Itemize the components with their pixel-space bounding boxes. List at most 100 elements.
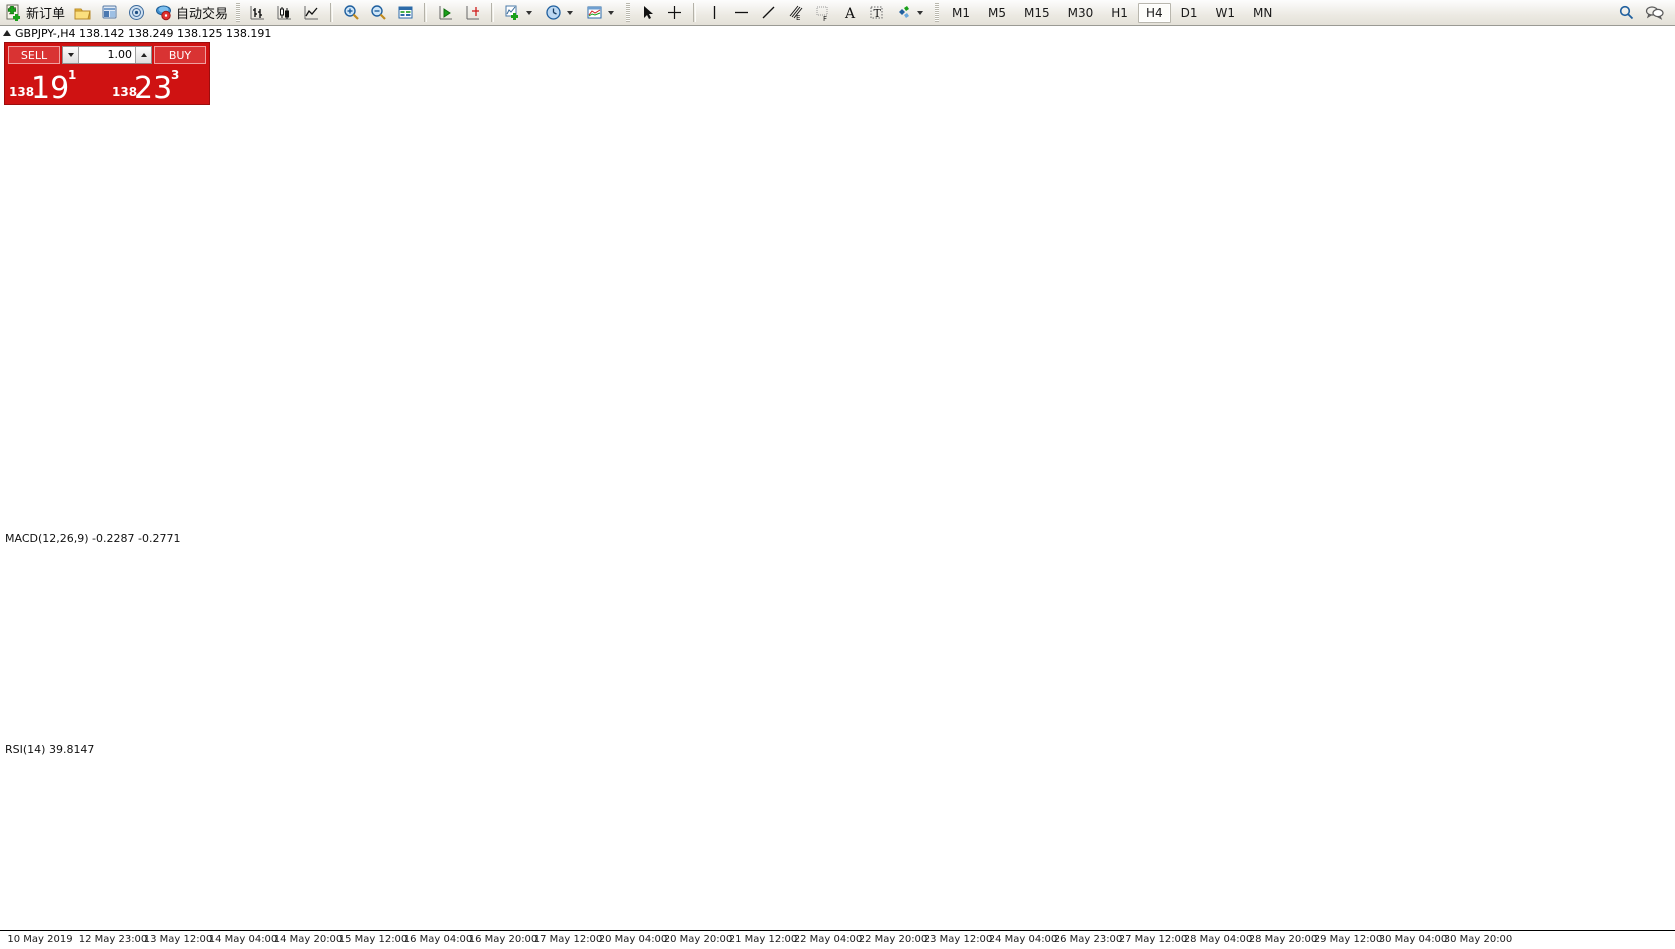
chat-button[interactable]	[1641, 1, 1666, 24]
fibonacci-icon: E	[786, 3, 805, 22]
hline-button[interactable]	[729, 1, 754, 24]
auto-scroll-button[interactable]	[460, 1, 485, 24]
toolbar-grip[interactable]	[236, 3, 241, 22]
time-tick-11: 21 May 12:00	[728, 934, 798, 945]
new-order-label: 新订单	[26, 7, 66, 22]
zoom-in-button[interactable]	[339, 1, 364, 24]
candlestick-chart-button[interactable]	[272, 1, 297, 24]
templates-button[interactable]	[582, 1, 621, 24]
timeframe-h1[interactable]: H1	[1111, 5, 1128, 20]
shift-end-button[interactable]	[433, 1, 458, 24]
timeframe-mn[interactable]: MN	[1253, 5, 1273, 20]
templates-icon	[585, 3, 604, 22]
navigator-button[interactable]	[124, 1, 149, 24]
volume-spinner-up-icon[interactable]	[135, 47, 151, 63]
volume-dropdown-icon[interactable]	[63, 47, 79, 63]
symbol-info-bar[interactable]: GBPJPY-,H4 138.142 138.249 138.125 138.1…	[0, 26, 271, 40]
toolbar-separator	[330, 3, 334, 22]
symbol-ohlc-text: GBPJPY-,H4 138.142 138.249 138.125 138.1…	[15, 26, 272, 40]
indicators-button[interactable]	[500, 1, 539, 24]
toolbar-grip-3[interactable]	[935, 3, 940, 22]
time-tick-13: 22 May 20:00	[858, 934, 928, 945]
buy-price-pip: 3	[171, 68, 180, 82]
bar-chart-button[interactable]	[245, 1, 270, 24]
volume-field[interactable]: 1.00	[62, 46, 152, 64]
buy-button[interactable]: BUY	[154, 46, 206, 64]
new-order-button[interactable]: 新订单	[1, 1, 68, 24]
line-chart-button[interactable]	[299, 1, 324, 24]
buy-price-main: 23	[134, 71, 173, 106]
shift-end-icon	[436, 3, 455, 22]
time-tick-5: 15 May 12:00	[338, 934, 408, 945]
search-button[interactable]	[1614, 1, 1639, 24]
time-tick-7: 16 May 20:00	[468, 934, 538, 945]
macd-title: MACD(12,26,9) -0.2287 -0.2771	[5, 532, 181, 545]
objects-icon	[894, 3, 913, 22]
buy-price-prefix: 138	[112, 85, 138, 99]
vline-icon	[705, 3, 724, 22]
time-tick-2: 13 May 12:00	[143, 934, 213, 945]
chart-area[interactable]: 多空转折点138.588 143.590 143.210 142.830 142…	[0, 26, 1675, 949]
vline-button[interactable]	[702, 1, 727, 24]
time-tick-16: 26 May 23:00	[1053, 934, 1123, 945]
text-icon: A	[840, 3, 859, 22]
channel-button[interactable]: F	[810, 1, 835, 24]
hline-icon	[732, 3, 751, 22]
time-tick-21: 30 May 04:00	[1378, 934, 1448, 945]
sell-price-pip: 1	[68, 68, 77, 82]
zoom-out-icon	[369, 3, 388, 22]
main-toolbar: 新订单	[0, 0, 1675, 26]
sell-button[interactable]: SELL	[8, 46, 60, 64]
terminal-button[interactable]	[97, 1, 122, 24]
period-dropdown-arrow[interactable]	[567, 10, 574, 15]
fibonacci-button[interactable]: E	[783, 1, 808, 24]
timeframe-w1[interactable]: W1	[1215, 5, 1236, 20]
time-tick-6: 16 May 04:00	[403, 934, 473, 945]
folder-button[interactable]	[70, 1, 95, 24]
new-order-icon	[4, 3, 23, 22]
collapse-triangle-icon[interactable]	[3, 30, 11, 36]
one-click-trading-panel[interactable]: SELL 1.00 BUY 138 19 1 138 23 3	[4, 42, 210, 105]
toolbar-separator-4	[693, 3, 697, 22]
trendline-button[interactable]	[756, 1, 781, 24]
sell-price[interactable]: 138 19 1	[5, 65, 108, 104]
period-icon	[544, 3, 563, 22]
trendline-icon	[759, 3, 778, 22]
indicators-dropdown-arrow[interactable]	[526, 10, 533, 15]
timeframe-m15[interactable]: M15	[1024, 5, 1050, 20]
templates-dropdown-arrow[interactable]	[608, 10, 615, 15]
buy-price[interactable]: 138 23 3	[108, 65, 209, 106]
time-tick-20: 29 May 12:00	[1313, 934, 1383, 945]
time-tick-9: 20 May 04:00	[598, 934, 668, 945]
period-button[interactable]	[541, 1, 580, 24]
autotrading-button[interactable]: 自动交易	[151, 1, 231, 24]
timeframe-m5[interactable]: M5	[988, 5, 1007, 20]
timeframe-d1[interactable]: D1	[1180, 5, 1198, 20]
toolbar-grip-2[interactable]	[626, 3, 631, 22]
label-button[interactable]: T	[864, 1, 889, 24]
svg-text:A: A	[844, 6, 856, 22]
terminal-icon	[100, 3, 119, 22]
time-tick-14: 23 May 12:00	[923, 934, 993, 945]
crosshair-button[interactable]	[662, 1, 687, 24]
indicators-icon	[503, 3, 522, 22]
folder-icon	[73, 3, 92, 22]
data-window-button[interactable]	[393, 1, 418, 24]
objects-button[interactable]	[891, 1, 930, 24]
zoom-out-button[interactable]	[366, 1, 391, 24]
timeframe-h4[interactable]: H4	[1137, 2, 1171, 23]
time-tick-22: 30 May 20:00	[1443, 934, 1513, 945]
time-axis[interactable]: 10 May 2019 12 May 23:00 13 May 12:00 14…	[0, 930, 1675, 949]
svg-text:T: T	[874, 7, 882, 20]
chat-icon	[1644, 3, 1664, 22]
timeframe-m30[interactable]: M30	[1067, 5, 1094, 20]
cursor-button[interactable]	[635, 1, 660, 24]
timeframe-m1[interactable]: M1	[952, 5, 971, 20]
svg-text:F: F	[823, 15, 827, 22]
objects-dropdown-arrow[interactable]	[917, 10, 924, 15]
volume-value[interactable]: 1.00	[107, 48, 133, 61]
text-button[interactable]: A	[837, 1, 862, 24]
time-tick-17: 27 May 12:00	[1118, 934, 1188, 945]
autotrading-icon	[154, 3, 173, 22]
